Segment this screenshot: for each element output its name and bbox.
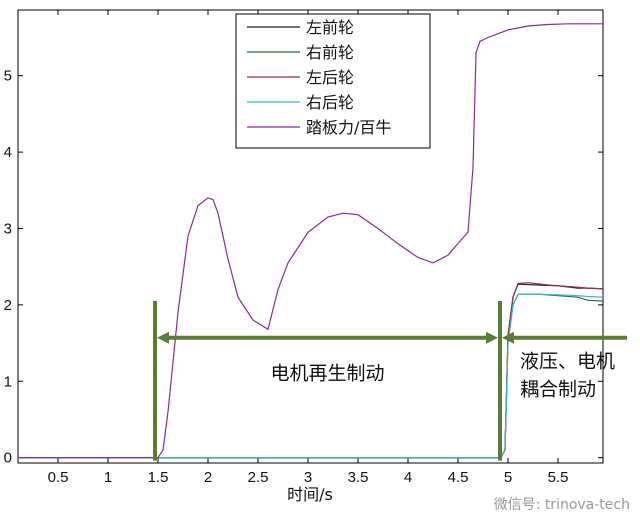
x-tick-label: 2 [204, 469, 212, 486]
legend-label: 右前轮 [306, 43, 354, 62]
arrow-head-left [502, 331, 514, 344]
x-tick-label: 1 [104, 469, 112, 486]
x-tick-label: 5 [504, 469, 512, 486]
y-tick-label: 1 [4, 373, 12, 390]
series-line-4 [18, 23, 603, 459]
x-tick-label: 3 [304, 469, 312, 486]
x-tick-label: 4.5 [448, 469, 469, 486]
y-tick-label: 3 [4, 220, 12, 237]
x-tick-label: 2.5 [248, 469, 269, 486]
arrow-head-right [486, 331, 498, 344]
y-tick-label: 2 [4, 297, 12, 314]
legend-label: 踏板力/百牛 [306, 118, 391, 137]
x-axis-label: 时间/s [287, 485, 333, 504]
legend-label: 左前轮 [306, 18, 354, 37]
x-tick-label: 3.5 [348, 469, 369, 486]
x-tick-label: 0.5 [48, 469, 69, 486]
legend-label: 左后轮 [306, 68, 354, 87]
x-tick-label: 4 [404, 469, 412, 486]
series-line-3 [18, 293, 604, 459]
x-tick-label: 1.5 [148, 469, 169, 486]
annotation-label: 耦合制动 [520, 379, 596, 401]
x-tick-label: 5.5 [548, 469, 569, 486]
legend-label: 右后轮 [306, 93, 354, 112]
y-tick-label: 0 [4, 450, 12, 467]
annotation-label: 电机再生制动 [270, 363, 384, 385]
watermark: 微信号: trinova-tech [494, 497, 630, 512]
arrow-head-left [157, 331, 169, 344]
y-tick-label: 5 [4, 68, 12, 85]
y-tick-label: 4 [4, 144, 12, 161]
annotation-label: 液压、电机 [520, 351, 615, 373]
